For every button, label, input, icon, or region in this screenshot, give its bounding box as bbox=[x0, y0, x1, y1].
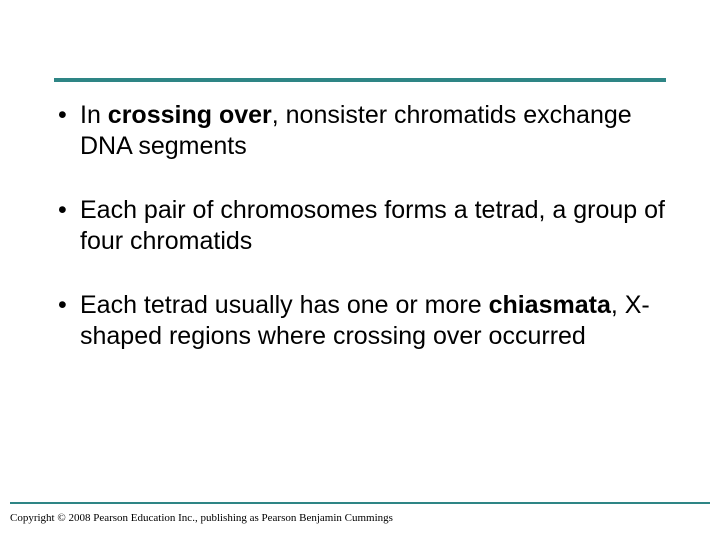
bullet-dot: • bbox=[54, 195, 80, 226]
bullet-dot: • bbox=[54, 100, 80, 131]
bullet-item: • Each tetrad usually has one or more ch… bbox=[54, 290, 666, 351]
bullet-prefix: Each tetrad usually has one or more bbox=[80, 291, 489, 319]
bottom-rule bbox=[10, 502, 710, 504]
bullet-bold: crossing over bbox=[108, 101, 272, 129]
bullet-text: In crossing over, nonsister chromatids e… bbox=[80, 100, 666, 161]
bullet-prefix: In bbox=[80, 101, 108, 129]
bullet-item: • In crossing over, nonsister chromatids… bbox=[54, 100, 666, 161]
bullet-dot: • bbox=[54, 290, 80, 321]
bullet-prefix: Each pair of chromosomes forms a tetrad,… bbox=[80, 196, 665, 255]
bullet-text: Each tetrad usually has one or more chia… bbox=[80, 290, 666, 351]
slide: • In crossing over, nonsister chromatids… bbox=[0, 0, 720, 540]
top-rule bbox=[54, 78, 666, 82]
copyright-text: Copyright © 2008 Pearson Education Inc.,… bbox=[10, 512, 393, 524]
bullet-text: Each pair of chromosomes forms a tetrad,… bbox=[80, 195, 666, 256]
bullet-item: • Each pair of chromosomes forms a tetra… bbox=[54, 195, 666, 256]
bullet-list: • In crossing over, nonsister chromatids… bbox=[54, 100, 666, 385]
bullet-bold: chiasmata bbox=[489, 291, 611, 319]
